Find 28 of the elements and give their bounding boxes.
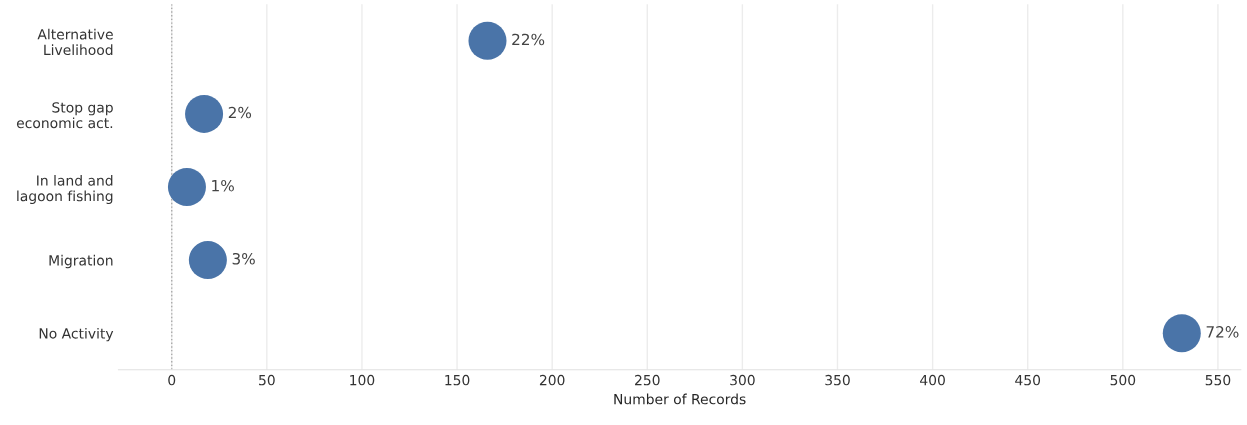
x-tick-label: 100 [350,374,375,386]
y-tick-label: In land and lagoon fishing [17,175,113,204]
point [1162,314,1201,353]
y-tick-label: No Activity [39,327,114,342]
x-tick-label: 50 [259,374,275,386]
y-tick-label: Alternative Livelihood [37,28,113,56]
x-tick-label: 250 [635,374,660,386]
point [468,21,507,60]
x-tick-label: 200 [539,374,565,386]
point [188,241,227,280]
x-tick-label: 550 [1205,374,1231,386]
x-tick-label: 300 [730,374,755,386]
x-tick-label: 350 [825,374,850,386]
annotation: 1% [212,179,234,192]
x-axis-title: Number of Records [614,393,746,405]
point [167,167,206,207]
x-tick-label: 400 [920,374,945,386]
annotation: 22% [512,33,545,46]
y-tick-label: Migration [49,254,113,269]
point [185,94,224,133]
x-tick-label: 450 [1015,374,1041,386]
annotation: 3% [232,252,255,265]
x-tick-label: 150 [445,374,470,386]
annotation: 2% [228,106,252,119]
y-tick-label: Stop gap economic act. [16,102,113,129]
x-tick-label: 0 [168,374,176,386]
annotation: 72% [1206,326,1239,338]
x-tick-label: 500 [1110,374,1136,386]
